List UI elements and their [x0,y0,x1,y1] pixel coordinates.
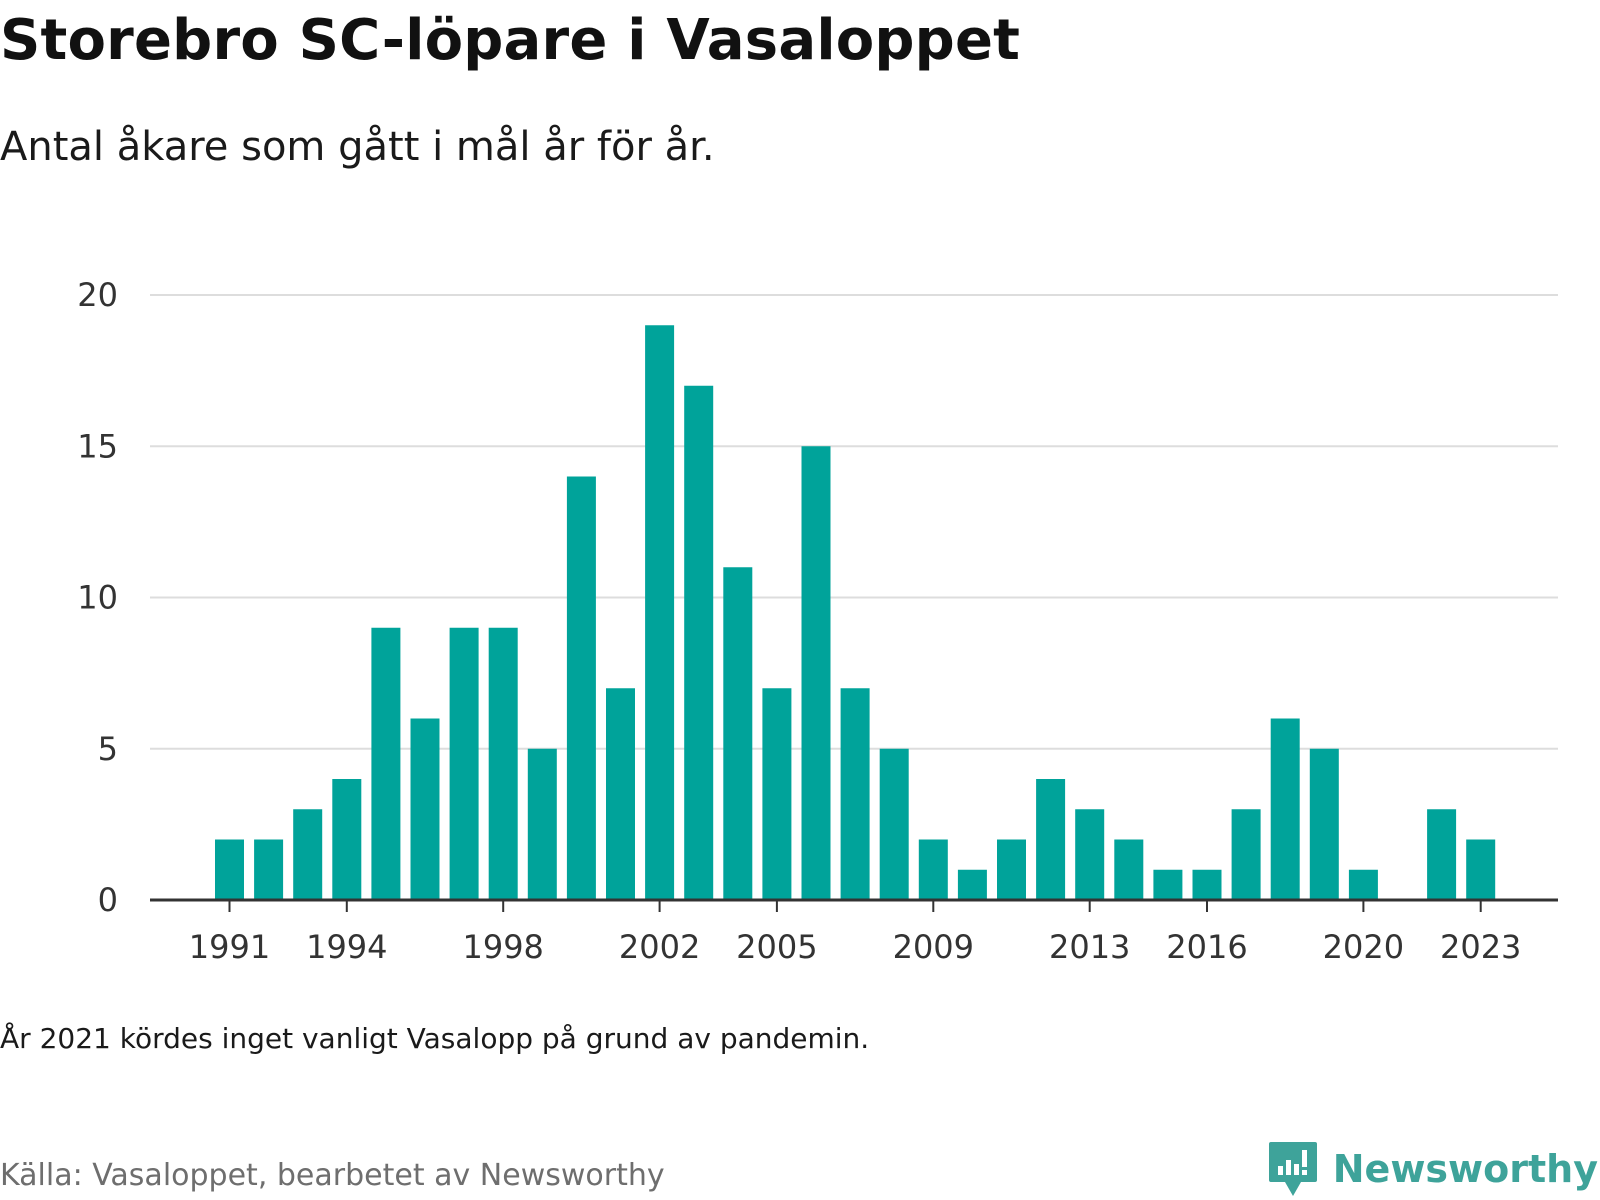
x-tick-label-2005: 2005 [736,928,817,966]
bar-2015 [1153,869,1183,900]
bar-2001 [606,688,635,900]
bar-2013 [1075,809,1105,900]
bar-2004 [723,567,753,900]
brand-logo: Newsworthy [1267,1140,1598,1198]
x-tick-label-2013: 2013 [1049,928,1130,966]
bars [215,325,1496,900]
y-tick-label-0: 0 [98,881,118,919]
x-tick-label-1991: 1991 [189,928,270,966]
chart-note: År 2021 kördes inget vanligt Vasalopp på… [0,1022,870,1055]
bar-2008 [879,748,909,900]
bar-chart: 0 5 10 15 20 1991 1994 1998 2002 2005 2009 2013 201… [77,276,1558,966]
x-tick-label-2023: 2023 [1440,928,1521,966]
x-axis-labels: 1991 1994 1998 2002 2005 2009 2013 2016 2020 2023 [189,928,1522,966]
newsworthy-logo-icon [1268,1142,1317,1196]
bar-2012 [1036,779,1066,900]
bar-1998 [488,627,518,900]
x-tick-label-2016: 2016 [1166,928,1247,966]
bar-2002 [645,325,675,900]
y-tick-label-20: 20 [77,276,118,314]
bar-1997 [449,627,479,900]
bar-2010 [957,869,987,900]
bar-2023 [1466,839,1496,900]
gridlines [150,294,1558,750]
bar-2020 [1348,869,1378,900]
y-tick-label-10: 10 [77,579,118,617]
y-axis-labels: 0 5 10 15 20 [77,276,118,919]
brand-name: Newsworthy [1332,1147,1598,1191]
bar-2014 [1114,839,1144,900]
y-tick-label-5: 5 [98,730,118,768]
bar-1993 [293,809,323,900]
bar-2000 [566,476,596,900]
bar-1994 [332,779,362,900]
x-tick-label-1994: 1994 [306,928,387,966]
y-tick-label-15: 15 [77,427,118,465]
bar-2009 [918,839,948,900]
bar-2005 [762,688,792,900]
bar-1999 [527,748,557,900]
x-axis [150,898,1558,912]
bar-2006 [801,446,831,900]
bar-2003 [684,385,714,900]
bar-2016 [1192,869,1222,900]
source-credit: Källa: Vasaloppet, bearbetet av Newswort… [0,1158,665,1193]
bar-1995 [371,627,401,900]
bar-1991 [215,839,244,900]
bar-1992 [254,839,284,900]
bar-2011 [997,839,1026,900]
bar-2022 [1427,809,1457,900]
x-tick-label-1998: 1998 [462,928,543,966]
chart-subtitle: Antal åkare som gått i mål år för år. [0,124,715,170]
bar-1996 [410,718,440,900]
x-tick-label-2002: 2002 [619,928,700,966]
bar-2017 [1231,809,1261,900]
x-tick-label-2020: 2020 [1323,928,1404,966]
bar-2019 [1309,748,1339,900]
x-tick-label-2009: 2009 [893,928,974,966]
bar-2007 [840,688,870,900]
bar-2018 [1270,718,1300,900]
chart-title: Storebro SC-löpare i Vasaloppet [0,8,1021,73]
